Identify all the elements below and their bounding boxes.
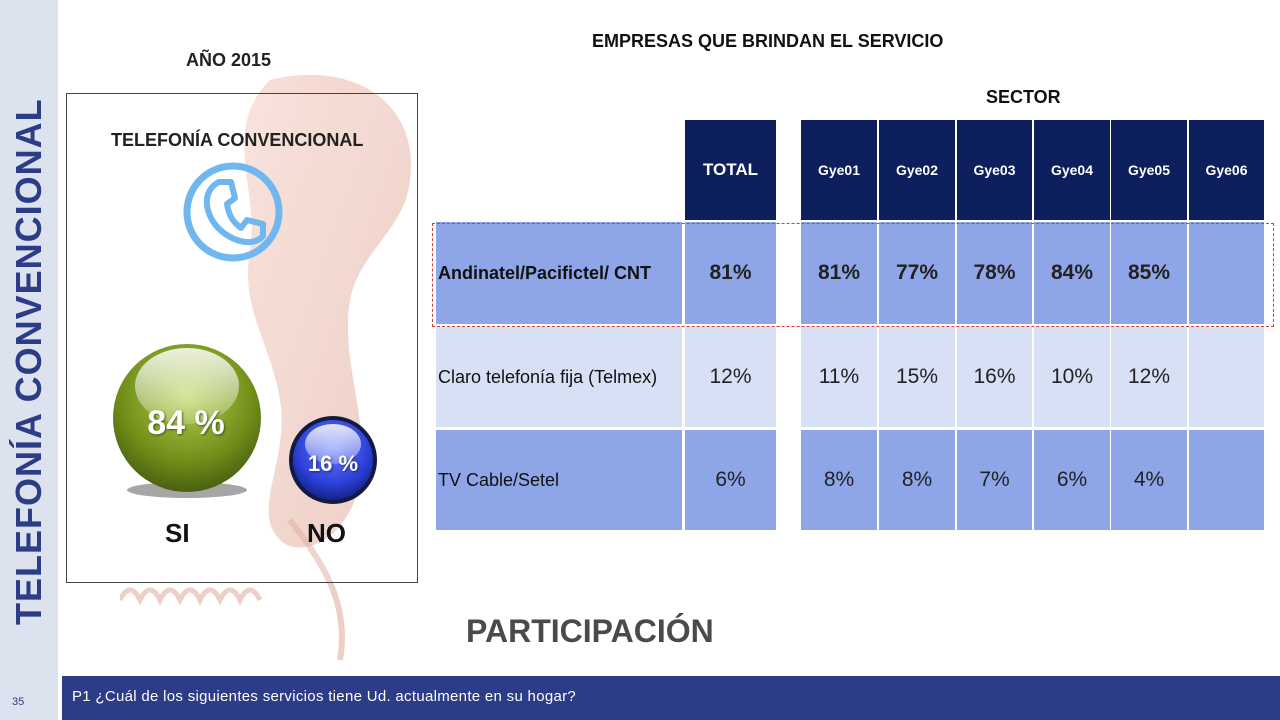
cell-value: 81% [801,222,877,324]
cell-value: 12% [1111,327,1187,427]
panel-title: TELEFONÍA CONVENCIONAL [111,130,364,150]
header-gye05: Gye05 [1111,120,1187,220]
summary-panel: TELEFONÍA CONVENCIONAL 84 % [66,93,418,583]
cell-value: 10% [1034,327,1110,427]
cell-value: 78% [957,222,1032,324]
cell-total: 81% [685,222,776,324]
si-label: SI [165,518,190,548]
no-percentage: 16 % [307,451,359,476]
cell-value: 7% [957,430,1032,530]
cell-value: 15% [879,327,955,427]
vertical-section-title: TELEFONÍA CONVENCIONAL [8,98,49,625]
slide-number: 35 [12,696,25,708]
highlight-dashed-box [432,223,1274,327]
header-total: TOTAL [685,120,776,220]
header-gye01: Gye01 [801,120,877,220]
cell-total: 12% [685,327,776,427]
cell-value [1189,327,1264,427]
cell-value: 4% [1111,430,1187,530]
sector-title: SECTOR [986,87,1061,107]
cell-value: 6% [1034,430,1110,530]
footer: 35 P1 ¿Cuál de los siguientes servicios … [0,676,1280,720]
cell-value: 16% [957,327,1032,427]
header-gye06: Gye06 [1189,120,1264,220]
si-ball [113,344,261,498]
year-title: AÑO 2015 [186,50,272,70]
cell-value [1189,222,1264,324]
header-gye03: Gye03 [957,120,1032,220]
section-label: PARTICIPACIÓN [466,613,714,649]
row-name-cnt: Andinatel/Pacifictel/ CNT [436,222,682,324]
slide-number-box: 35 [0,676,58,720]
cell-value: 84% [1034,222,1110,324]
row-name-tvcable: TV Cable/Setel [436,430,682,530]
no-label: NO [307,518,346,548]
cell-value: 8% [801,430,877,530]
phone-icon [183,162,283,262]
cell-value: 8% [879,430,955,530]
question-text: P1 ¿Cuál de los siguientes servicios tie… [72,688,577,705]
no-ball [289,416,377,504]
si-percentage: 84 % [147,404,225,442]
cell-total: 6% [685,430,776,530]
companies-title: EMPRESAS QUE BRINDAN EL SERVICIO [592,31,944,51]
header-gye04: Gye04 [1034,120,1110,220]
cell-value [1189,430,1264,530]
footer-bar: P1 ¿Cuál de los siguientes servicios tie… [62,676,1280,720]
cell-value: 85% [1111,222,1187,324]
cell-value: 11% [801,327,877,427]
header-gye02: Gye02 [879,120,955,220]
row-name-claro: Claro telefonía fija (Telmex) [436,327,682,427]
cell-value: 77% [879,222,955,324]
side-band [0,0,58,676]
